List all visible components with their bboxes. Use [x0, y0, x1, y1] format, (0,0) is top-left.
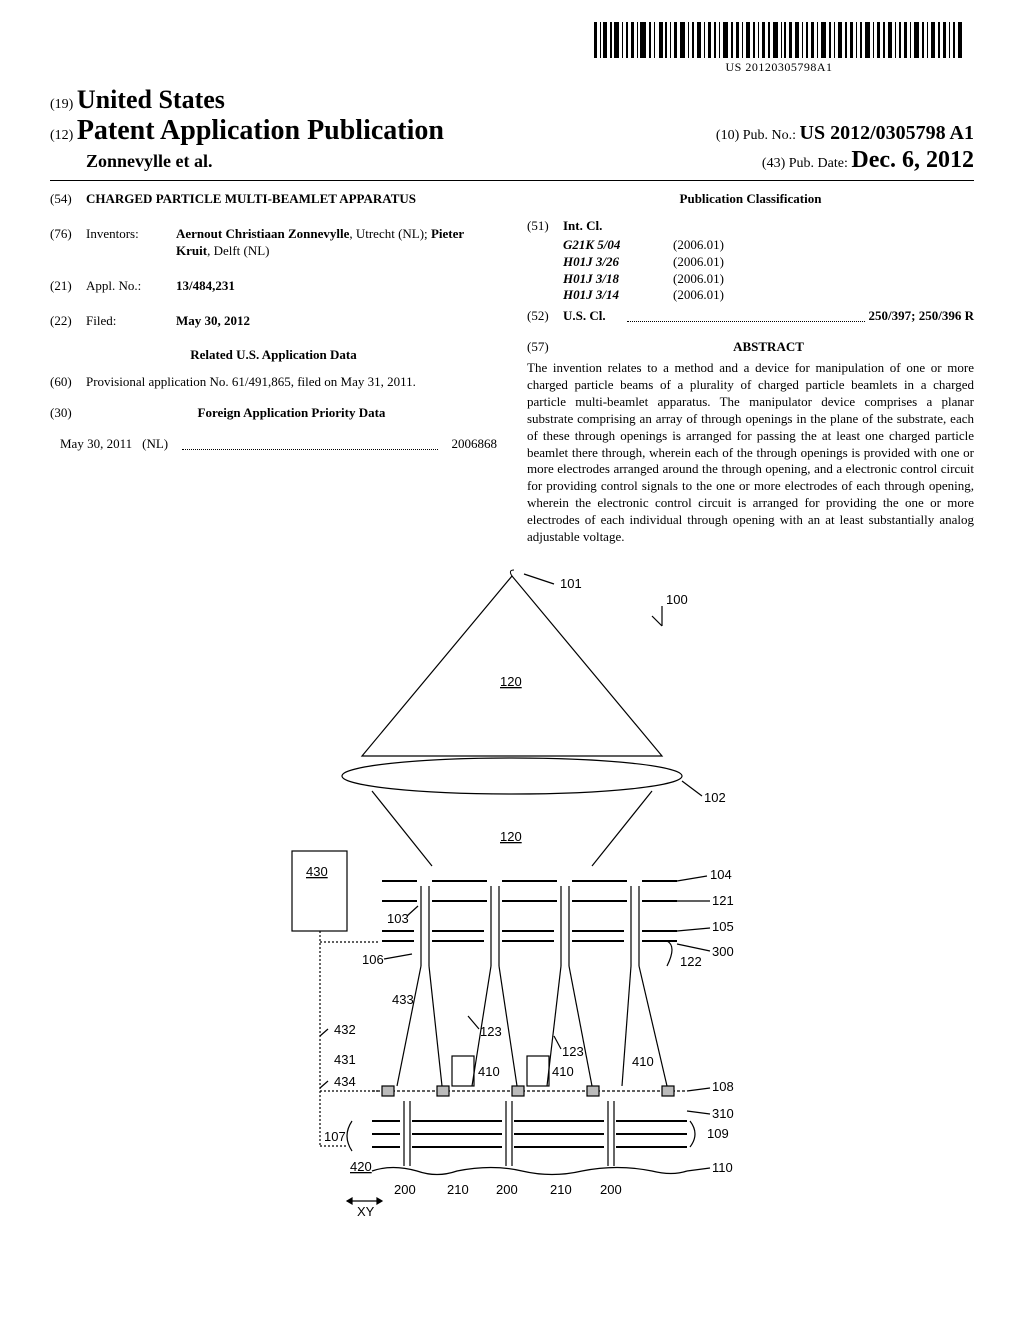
svg-text:300: 300: [712, 944, 734, 959]
svg-text:103: 103: [387, 911, 409, 926]
pub-date-value: Dec. 6, 2012: [851, 147, 974, 173]
svg-text:XY: XY: [357, 1204, 375, 1219]
code-57: (57): [527, 339, 563, 356]
right-column: Publication Classification (51) Int. Cl.…: [527, 191, 974, 546]
svg-text:109: 109: [707, 1126, 729, 1141]
svg-text:430: 430: [306, 864, 328, 879]
code-60: (60): [50, 374, 86, 391]
svg-text:410: 410: [478, 1064, 500, 1079]
svg-text:210: 210: [550, 1182, 572, 1197]
svg-text:101: 101: [560, 576, 582, 591]
figure: 101 100 120 102 120 430: [232, 566, 792, 1251]
divider: [50, 180, 974, 181]
svg-text:210: 210: [447, 1182, 469, 1197]
classification-heading: Publication Classification: [527, 191, 974, 208]
code-12: (12): [50, 128, 73, 143]
code-19: (19): [50, 97, 73, 112]
ipc-table: G21K 5/04(2006.01) H01J 3/26(2006.01) H0…: [563, 237, 974, 305]
svg-text:110: 110: [712, 1160, 733, 1175]
inventors-label: Inventors:: [86, 226, 176, 260]
svg-text:434: 434: [334, 1074, 356, 1089]
svg-text:107: 107: [324, 1129, 346, 1144]
svg-text:433: 433: [392, 992, 414, 1007]
foreign-heading: Foreign Application Priority Data: [86, 405, 497, 422]
appl-label: Appl. No.:: [86, 278, 176, 295]
foreign-date: May 30, 2011: [60, 436, 132, 453]
provisional-text: Provisional application No. 61/491,865, …: [86, 374, 497, 391]
uscl-value: 250/397; 250/396 R: [869, 308, 974, 325]
foreign-country: (NL): [142, 436, 168, 453]
code-43: (43): [762, 156, 785, 171]
svg-text:121: 121: [712, 893, 734, 908]
left-column: (54) CHARGED PARTICLE MULTI-BEAMLET APPA…: [50, 191, 497, 546]
svg-text:120: 120: [500, 829, 522, 844]
svg-text:105: 105: [712, 919, 734, 934]
abstract-label: ABSTRACT: [563, 339, 974, 356]
uscl-label: U.S. Cl.: [563, 308, 623, 325]
dots-leader: [182, 436, 437, 450]
code-30: (30): [50, 405, 86, 422]
dots-leader-2: [627, 308, 865, 322]
svg-text:431: 431: [334, 1052, 356, 1067]
svg-text:108: 108: [712, 1079, 734, 1094]
svg-text:122: 122: [680, 954, 702, 969]
svg-text:310: 310: [712, 1106, 734, 1121]
filed-label: Filed:: [86, 313, 176, 330]
svg-text:102: 102: [704, 790, 726, 805]
barcode-graphic: [594, 22, 964, 58]
content-columns: (54) CHARGED PARTICLE MULTI-BEAMLET APPA…: [50, 191, 974, 546]
code-10: (10): [716, 128, 739, 143]
foreign-no: 2006868: [452, 436, 498, 453]
pub-date-label: Pub. Date:: [789, 156, 848, 171]
barcode-block: US 20120305798A1: [594, 22, 964, 75]
svg-text:123: 123: [480, 1024, 502, 1039]
related-heading: Related U.S. Application Data: [50, 347, 497, 364]
code-76: (76): [50, 226, 86, 260]
pub-no-label: Pub. No.:: [743, 128, 796, 143]
filed-value: May 30, 2012: [176, 313, 497, 330]
svg-text:120: 120: [500, 674, 522, 689]
code-54: (54): [50, 191, 86, 208]
code-52: (52): [527, 308, 563, 325]
svg-text:410: 410: [632, 1054, 654, 1069]
svg-text:106: 106: [362, 952, 384, 967]
appl-value: 13/484,231: [176, 278, 497, 295]
barcode-text: US 20120305798A1: [594, 60, 964, 75]
svg-text:104: 104: [710, 867, 732, 882]
country-name: United States: [77, 85, 225, 114]
svg-text:200: 200: [600, 1182, 622, 1197]
svg-text:420: 420: [350, 1159, 372, 1174]
publication-type: Patent Application Publication: [77, 115, 444, 146]
svg-text:100: 100: [666, 592, 688, 607]
svg-text:200: 200: [496, 1182, 518, 1197]
author-names: Zonnevylle et al.: [86, 151, 213, 171]
abstract-text: The invention relates to a method and a …: [527, 360, 974, 546]
svg-text:432: 432: [334, 1022, 356, 1037]
code-51: (51): [527, 218, 563, 235]
svg-text:410: 410: [552, 1064, 574, 1079]
svg-text:123: 123: [562, 1044, 584, 1059]
code-22: (22): [50, 313, 86, 330]
code-21: (21): [50, 278, 86, 295]
pub-no-value: US 2012/0305798 A1: [800, 122, 974, 144]
intcl-label: Int. Cl.: [563, 218, 974, 235]
figure-svg: 101 100 120 102 120 430: [232, 566, 792, 1246]
header: (19) United States (12) Patent Applicati…: [50, 85, 974, 174]
invention-title: CHARGED PARTICLE MULTI-BEAMLET APPARATUS: [86, 191, 497, 208]
inventors-value: Aernout Christiaan Zonnevylle, Utrecht (…: [176, 226, 497, 260]
svg-text:200: 200: [394, 1182, 416, 1197]
